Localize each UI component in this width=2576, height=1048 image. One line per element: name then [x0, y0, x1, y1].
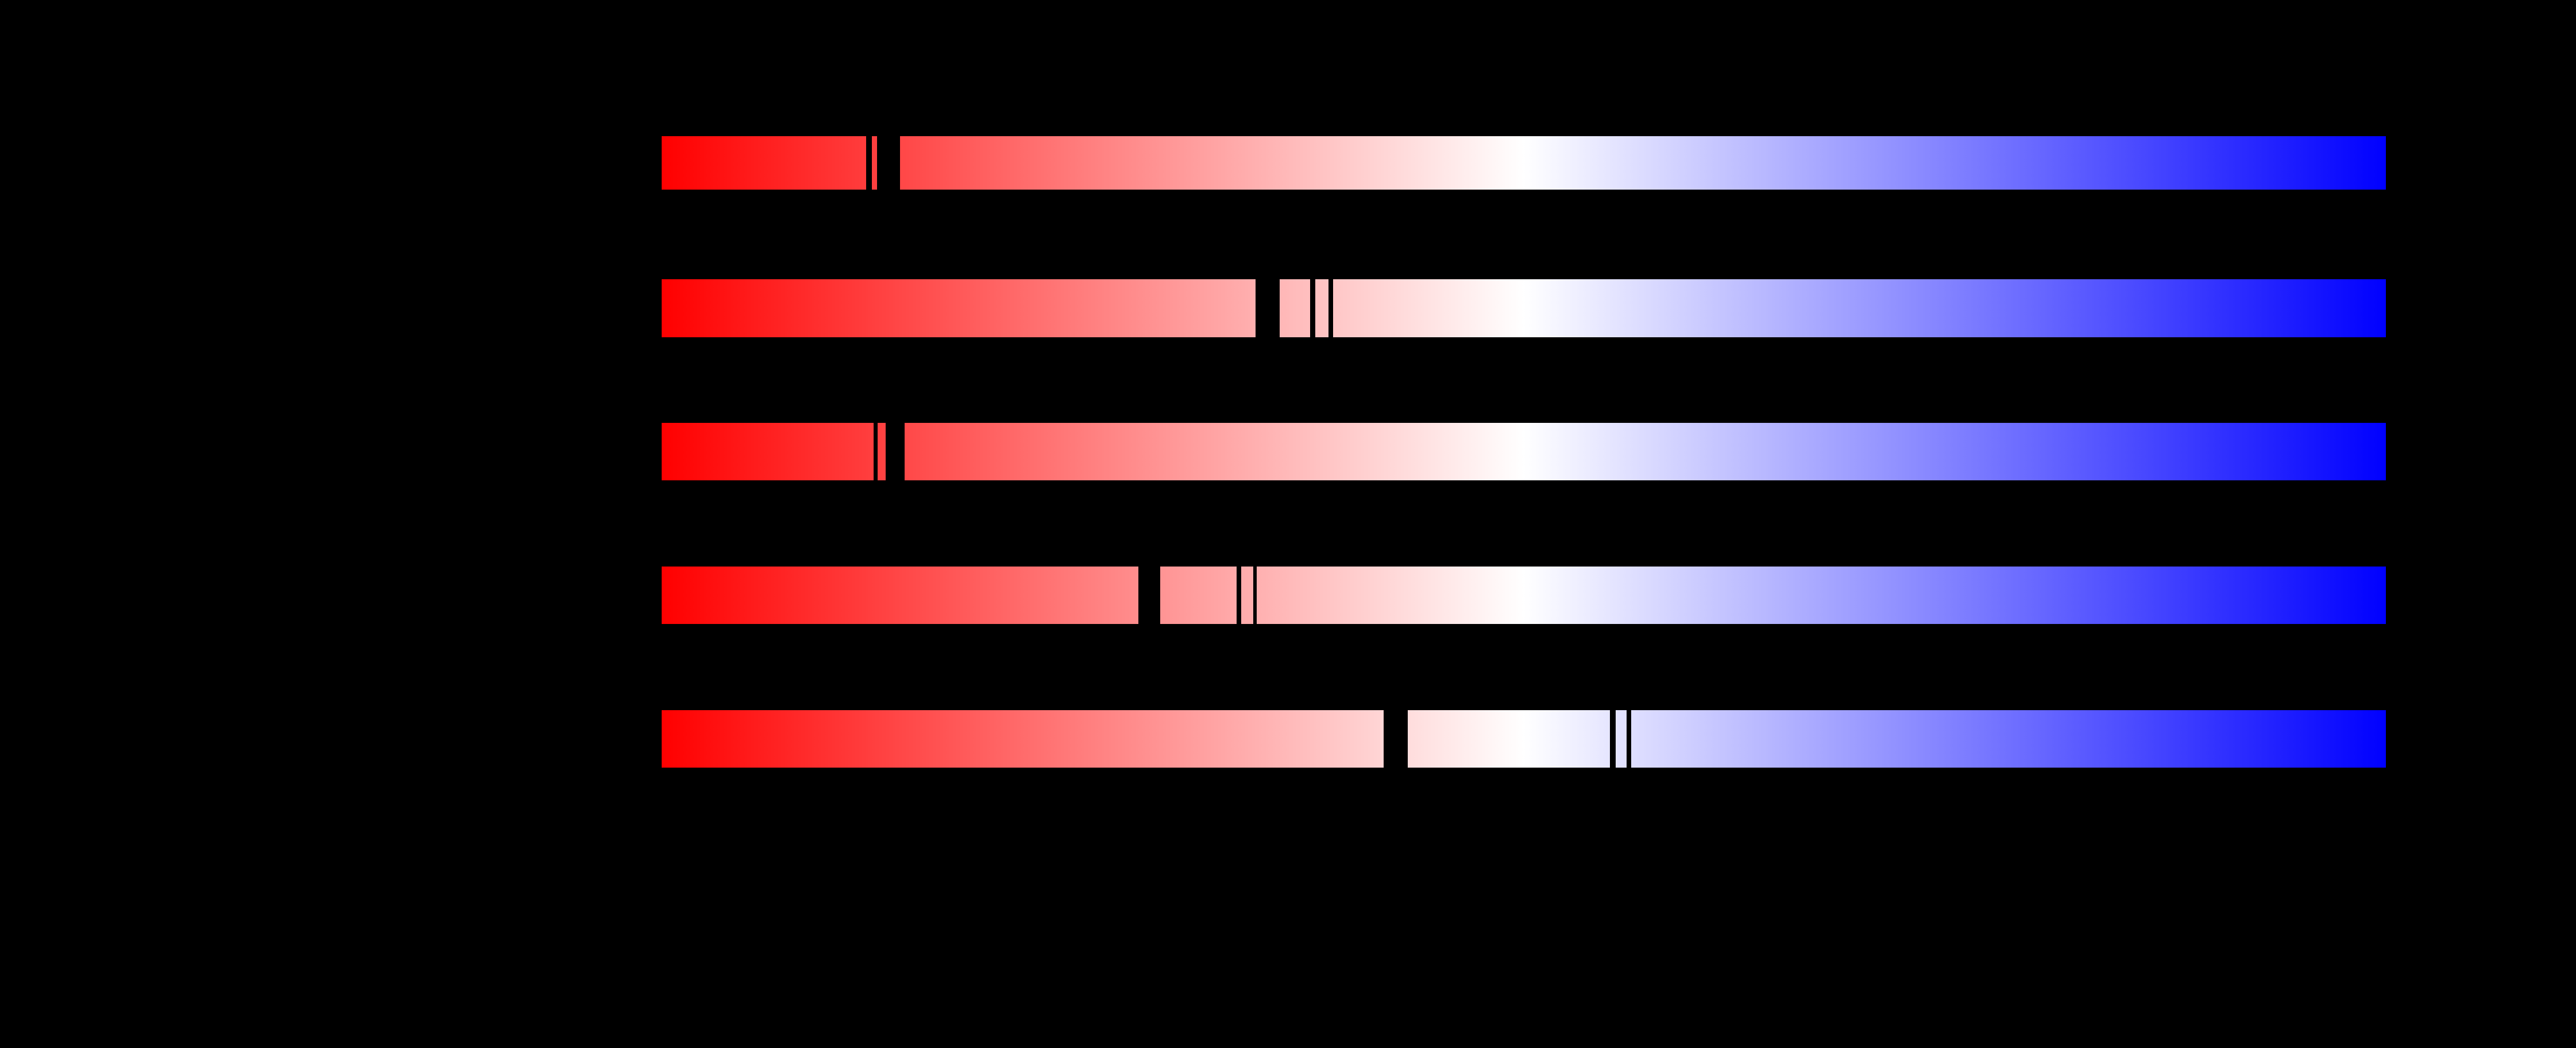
colorbar-5-segment-3 [1616, 710, 1627, 768]
colorbar-4-segment-3 [1241, 567, 1253, 624]
gradient-fill [662, 567, 1138, 624]
gradient-fill [1616, 710, 1627, 768]
gradient-fill [1160, 567, 1237, 624]
colorbar-4-segment-1 [662, 567, 1138, 624]
colorbar-4-segment-2 [1160, 567, 1237, 624]
colorbar-2-segment-2 [1280, 279, 1310, 337]
gradient-fill [1315, 279, 1328, 337]
colorbar-4 [0, 567, 2576, 624]
colorbar-5 [0, 710, 2576, 768]
colorbar-3 [0, 423, 2576, 480]
gradient-fill [905, 423, 2386, 480]
gradient-fill [878, 423, 886, 480]
colorbar-2-segment-1 [662, 279, 1256, 337]
gradient-fill [1241, 567, 1253, 624]
colorbar-5-segment-2 [1408, 710, 1610, 768]
gradient-fill [662, 423, 874, 480]
colorbar-3-segment-1 [662, 423, 874, 480]
colorbar-4-segment-4 [1257, 567, 2386, 624]
colorbar-5-segment-1 [662, 710, 1384, 768]
gradient-fill [662, 136, 866, 190]
gradient-fill [1408, 710, 1610, 768]
colorbar-3-segment-3 [905, 423, 2386, 480]
colorbar-2-segment-4 [1333, 279, 2386, 337]
colorbar-1 [0, 136, 2576, 190]
gradient-fill [1333, 279, 2386, 337]
colorbar-1-segment-1 [662, 136, 866, 190]
gradient-fill [872, 136, 877, 190]
gradient-fill [662, 279, 1256, 337]
colorbar-2-segment-3 [1315, 279, 1328, 337]
colorbar-1-segment-2 [872, 136, 877, 190]
colorbar-1-segment-3 [900, 136, 2386, 190]
gradient-fill [662, 710, 1384, 768]
colorbar-3-segment-2 [878, 423, 886, 480]
gradient-fill [1631, 710, 2386, 768]
colorbar-5-segment-4 [1631, 710, 2386, 768]
gradient-fill [900, 136, 2386, 190]
colorbar-2 [0, 279, 2576, 337]
gradient-fill [1257, 567, 2386, 624]
gradient-fill [1280, 279, 1310, 337]
